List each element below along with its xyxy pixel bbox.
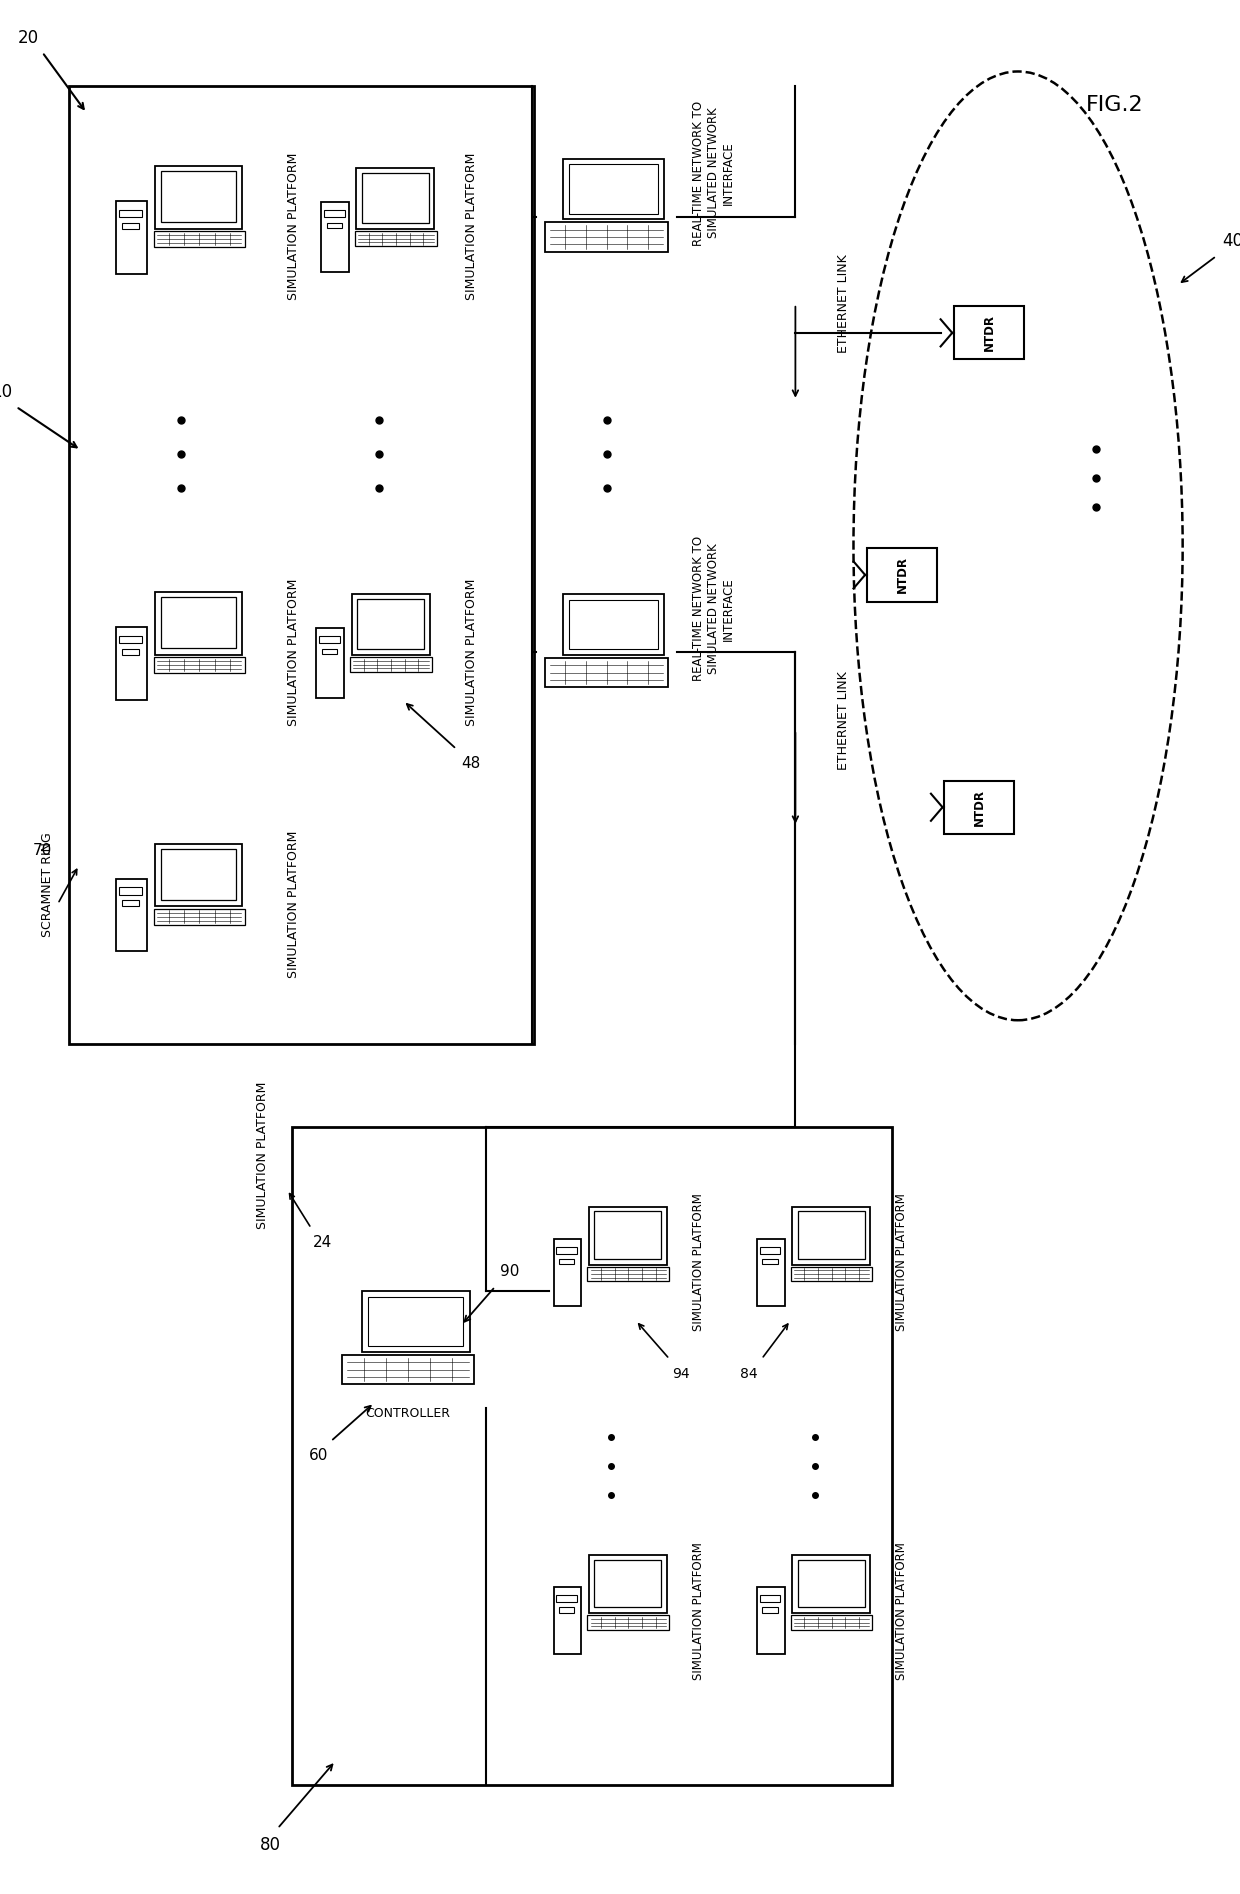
Bar bbox=[594, 1561, 661, 1608]
Bar bbox=[563, 159, 665, 220]
Text: SIMULATION PLATFORM: SIMULATION PLATFORM bbox=[465, 580, 477, 725]
Text: 84: 84 bbox=[740, 1367, 758, 1381]
Bar bbox=[154, 657, 246, 672]
Bar bbox=[155, 167, 242, 229]
Bar bbox=[123, 650, 139, 655]
Bar bbox=[945, 780, 1014, 833]
Bar bbox=[326, 223, 342, 229]
Bar bbox=[589, 1555, 667, 1614]
Bar bbox=[553, 1587, 582, 1653]
Text: SIMULATION PLATFORM: SIMULATION PLATFORM bbox=[288, 830, 300, 977]
Bar bbox=[792, 1555, 870, 1614]
Bar bbox=[319, 636, 340, 644]
Bar bbox=[355, 231, 436, 246]
Bar bbox=[368, 1297, 464, 1347]
Bar bbox=[155, 591, 242, 655]
Bar bbox=[161, 597, 237, 648]
Text: NTDR: NTDR bbox=[895, 557, 909, 593]
Bar bbox=[763, 1260, 777, 1265]
Bar bbox=[119, 888, 143, 894]
Text: CONTROLLER: CONTROLLER bbox=[366, 1407, 450, 1420]
Bar bbox=[155, 843, 242, 907]
Bar bbox=[588, 1616, 670, 1629]
Text: SIMULATION PLATFORM: SIMULATION PLATFORM bbox=[465, 153, 477, 299]
Bar bbox=[324, 210, 345, 218]
Text: REAL-TIME NETWORK TO
SIMULATED NETWORK
INTERFACE: REAL-TIME NETWORK TO SIMULATED NETWORK I… bbox=[692, 536, 734, 682]
Text: 70: 70 bbox=[32, 843, 52, 858]
Bar bbox=[352, 595, 429, 655]
Bar bbox=[594, 1212, 661, 1260]
Bar bbox=[119, 210, 143, 218]
Text: 90: 90 bbox=[500, 1265, 520, 1280]
Bar bbox=[557, 1246, 577, 1254]
Bar bbox=[954, 307, 1024, 360]
Text: SIMULATION PLATFORM: SIMULATION PLATFORM bbox=[895, 1542, 909, 1680]
Bar bbox=[791, 1616, 873, 1629]
Text: REAL-TIME NETWORK TO
SIMULATED NETWORK
INTERFACE: REAL-TIME NETWORK TO SIMULATED NETWORK I… bbox=[692, 100, 734, 246]
Text: 48: 48 bbox=[461, 756, 481, 771]
Text: 80: 80 bbox=[260, 1835, 281, 1854]
Text: SIMULATION PLATFORM: SIMULATION PLATFORM bbox=[895, 1193, 909, 1331]
Text: 60: 60 bbox=[309, 1449, 327, 1464]
Bar bbox=[792, 1206, 870, 1265]
Bar bbox=[797, 1561, 864, 1608]
Bar bbox=[867, 547, 936, 602]
Bar bbox=[588, 1267, 670, 1280]
Bar bbox=[316, 629, 343, 697]
Bar bbox=[321, 203, 348, 271]
Bar bbox=[154, 231, 246, 246]
Text: SIMULATION PLATFORM: SIMULATION PLATFORM bbox=[692, 1542, 706, 1680]
Text: 10: 10 bbox=[0, 383, 12, 402]
Bar bbox=[362, 172, 429, 223]
Bar bbox=[161, 849, 237, 900]
Text: FIG.2: FIG.2 bbox=[1086, 95, 1143, 116]
Bar bbox=[569, 165, 658, 214]
Bar bbox=[544, 657, 668, 688]
Bar bbox=[763, 1608, 777, 1614]
Bar bbox=[322, 650, 337, 655]
Bar bbox=[117, 879, 146, 951]
Bar bbox=[161, 170, 237, 222]
Text: SIMULATION PLATFORM: SIMULATION PLATFORM bbox=[288, 580, 300, 725]
Bar bbox=[342, 1356, 474, 1385]
Bar bbox=[559, 1260, 574, 1265]
Text: NTDR: NTDR bbox=[973, 788, 986, 826]
Bar bbox=[760, 1246, 780, 1254]
Bar bbox=[357, 599, 424, 648]
Bar bbox=[569, 600, 658, 650]
Text: 40: 40 bbox=[1223, 233, 1240, 250]
Bar bbox=[563, 595, 665, 655]
Bar bbox=[589, 1206, 667, 1265]
Bar bbox=[362, 1292, 470, 1352]
Bar bbox=[756, 1239, 785, 1305]
Text: NTDR: NTDR bbox=[982, 314, 996, 352]
Bar bbox=[553, 1239, 582, 1305]
Bar bbox=[123, 900, 139, 905]
Text: 24: 24 bbox=[314, 1235, 332, 1250]
Text: SIMULATION PLATFORM: SIMULATION PLATFORM bbox=[257, 1081, 269, 1229]
Bar bbox=[760, 1595, 780, 1602]
Bar bbox=[69, 85, 534, 1044]
Text: SIMULATION PLATFORM: SIMULATION PLATFORM bbox=[288, 153, 300, 299]
Text: ETHERNET LINK: ETHERNET LINK bbox=[837, 670, 851, 769]
Bar bbox=[350, 657, 432, 672]
Bar bbox=[123, 223, 139, 229]
Bar bbox=[119, 636, 143, 642]
Bar bbox=[544, 222, 668, 252]
Bar bbox=[356, 169, 434, 229]
Bar bbox=[291, 1127, 893, 1784]
Text: SIMULATION PLATFORM: SIMULATION PLATFORM bbox=[692, 1193, 706, 1331]
Bar bbox=[117, 201, 146, 273]
Text: 20: 20 bbox=[19, 28, 40, 47]
Bar bbox=[756, 1587, 785, 1653]
Bar bbox=[154, 909, 246, 924]
Bar bbox=[791, 1267, 873, 1280]
Bar bbox=[797, 1212, 864, 1260]
Bar bbox=[557, 1595, 577, 1602]
Text: 94: 94 bbox=[672, 1367, 689, 1381]
Bar bbox=[559, 1608, 574, 1614]
Text: ETHERNET LINK: ETHERNET LINK bbox=[837, 254, 851, 352]
Bar bbox=[117, 627, 146, 699]
Text: SCRAMNET RING: SCRAMNET RING bbox=[41, 831, 55, 938]
